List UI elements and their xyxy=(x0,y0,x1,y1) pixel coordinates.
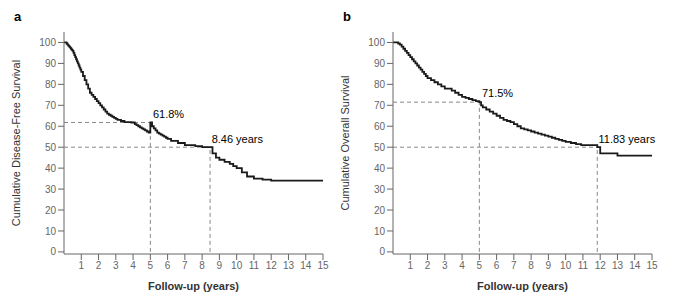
svg-text:20: 20 xyxy=(374,205,386,216)
svg-text:7: 7 xyxy=(182,260,188,271)
svg-text:13: 13 xyxy=(612,260,624,271)
svg-text:10: 10 xyxy=(45,226,57,237)
svg-text:0: 0 xyxy=(50,246,56,257)
svg-text:4: 4 xyxy=(459,260,465,271)
svg-text:5: 5 xyxy=(477,260,483,271)
svg-text:30: 30 xyxy=(45,184,57,195)
svg-text:3: 3 xyxy=(442,260,448,271)
svg-text:Follow-up (years): Follow-up (years) xyxy=(477,280,568,292)
svg-text:100: 100 xyxy=(39,37,56,48)
svg-text:80: 80 xyxy=(374,79,386,90)
svg-text:3: 3 xyxy=(113,260,119,271)
svg-text:80: 80 xyxy=(45,79,57,90)
svg-text:90: 90 xyxy=(374,58,386,69)
svg-text:14: 14 xyxy=(629,260,641,271)
svg-text:60: 60 xyxy=(45,121,57,132)
svg-text:Follow-up (years): Follow-up (years) xyxy=(148,280,239,292)
svg-text:70: 70 xyxy=(45,100,57,111)
svg-text:6: 6 xyxy=(165,260,171,271)
svg-text:71.5%: 71.5% xyxy=(482,87,513,99)
svg-text:9: 9 xyxy=(546,260,552,271)
svg-text:2: 2 xyxy=(425,260,431,271)
svg-text:9: 9 xyxy=(217,260,223,271)
svg-text:50: 50 xyxy=(374,142,386,153)
svg-text:0: 0 xyxy=(379,246,385,257)
svg-text:50: 50 xyxy=(45,142,57,153)
svg-text:40: 40 xyxy=(374,163,386,174)
svg-text:8.46 years: 8.46 years xyxy=(212,133,264,145)
svg-text:1: 1 xyxy=(407,260,413,271)
svg-text:10: 10 xyxy=(231,260,243,271)
html-text:a: a xyxy=(14,9,22,24)
svg-text:15: 15 xyxy=(646,260,658,271)
svg-text:14: 14 xyxy=(300,260,312,271)
svg-text:11: 11 xyxy=(249,260,260,271)
svg-text:100: 100 xyxy=(368,37,385,48)
svg-text:61.8%: 61.8% xyxy=(153,108,184,120)
html-text:b: b xyxy=(343,9,351,24)
svg-text:5: 5 xyxy=(148,260,154,271)
svg-text:90: 90 xyxy=(45,58,57,69)
svg-text:13: 13 xyxy=(283,260,295,271)
svg-text:7: 7 xyxy=(511,260,517,271)
svg-text:11: 11 xyxy=(578,260,589,271)
svg-text:12: 12 xyxy=(266,260,278,271)
svg-text:Cumulative Disease-Free Surviv: Cumulative Disease-Free Survival xyxy=(10,60,22,226)
svg-text:8: 8 xyxy=(528,260,534,271)
svg-text:30: 30 xyxy=(374,184,386,195)
svg-text:11.83 years: 11.83 years xyxy=(598,133,655,145)
svg-text:2: 2 xyxy=(96,260,102,271)
svg-text:4: 4 xyxy=(130,260,136,271)
svg-text:40: 40 xyxy=(45,163,57,174)
svg-text:10: 10 xyxy=(560,260,572,271)
svg-text:6: 6 xyxy=(494,260,500,271)
svg-text:8: 8 xyxy=(199,260,205,271)
svg-text:70: 70 xyxy=(374,100,386,111)
svg-text:15: 15 xyxy=(317,260,329,271)
svg-text:20: 20 xyxy=(45,205,57,216)
svg-text:60: 60 xyxy=(374,121,386,132)
svg-text:10: 10 xyxy=(374,226,386,237)
svg-text:1: 1 xyxy=(78,260,84,271)
svg-text:12: 12 xyxy=(595,260,607,271)
svg-text:Cumulative Overall Survival: Cumulative Overall Survival xyxy=(339,75,351,210)
